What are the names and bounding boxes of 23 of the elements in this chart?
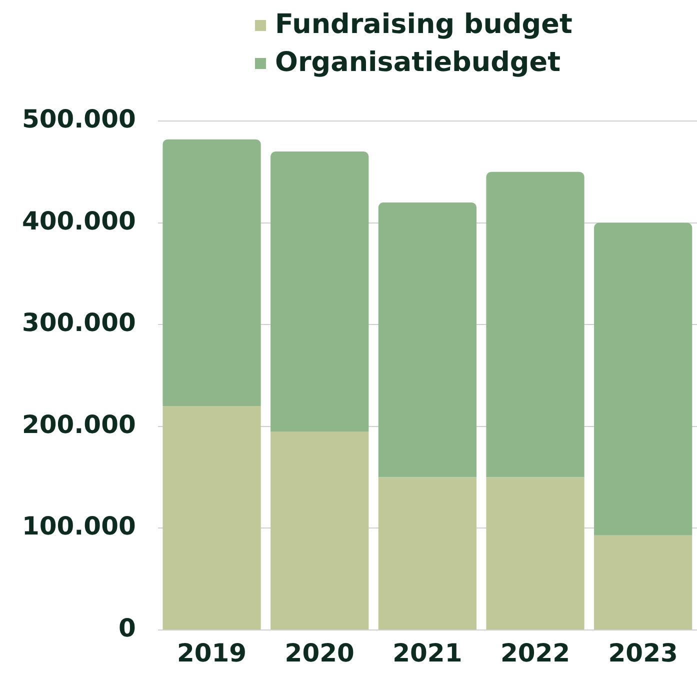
y-tick-label: 100.000 [22, 512, 136, 541]
bar [486, 477, 584, 630]
bar [270, 152, 369, 432]
y-tick-label: 400.000 [22, 206, 136, 236]
x-tick-label: 2021 [392, 638, 462, 668]
y-tick-label: 200.000 [22, 410, 136, 439]
bar [594, 222, 692, 536]
legend-label: Organisatiebudget [275, 46, 560, 80]
bar [162, 139, 261, 406]
y-tick-label: 300.000 [22, 308, 136, 338]
x-tick-label: 2019 [176, 638, 247, 668]
y-tick-label: 500.000 [22, 104, 136, 134]
bar [378, 477, 476, 630]
bar [486, 172, 584, 478]
x-tick-label: 2022 [500, 638, 570, 668]
bar [270, 431, 369, 630]
legend-label: Fundraising budget [275, 8, 572, 42]
x-tick-label: 2020 [284, 638, 354, 668]
bar [162, 406, 261, 630]
y-tick-label: 0 [118, 614, 136, 642]
bar [594, 535, 692, 630]
bar [378, 202, 476, 478]
x-tick-label: 2023 [608, 638, 678, 668]
